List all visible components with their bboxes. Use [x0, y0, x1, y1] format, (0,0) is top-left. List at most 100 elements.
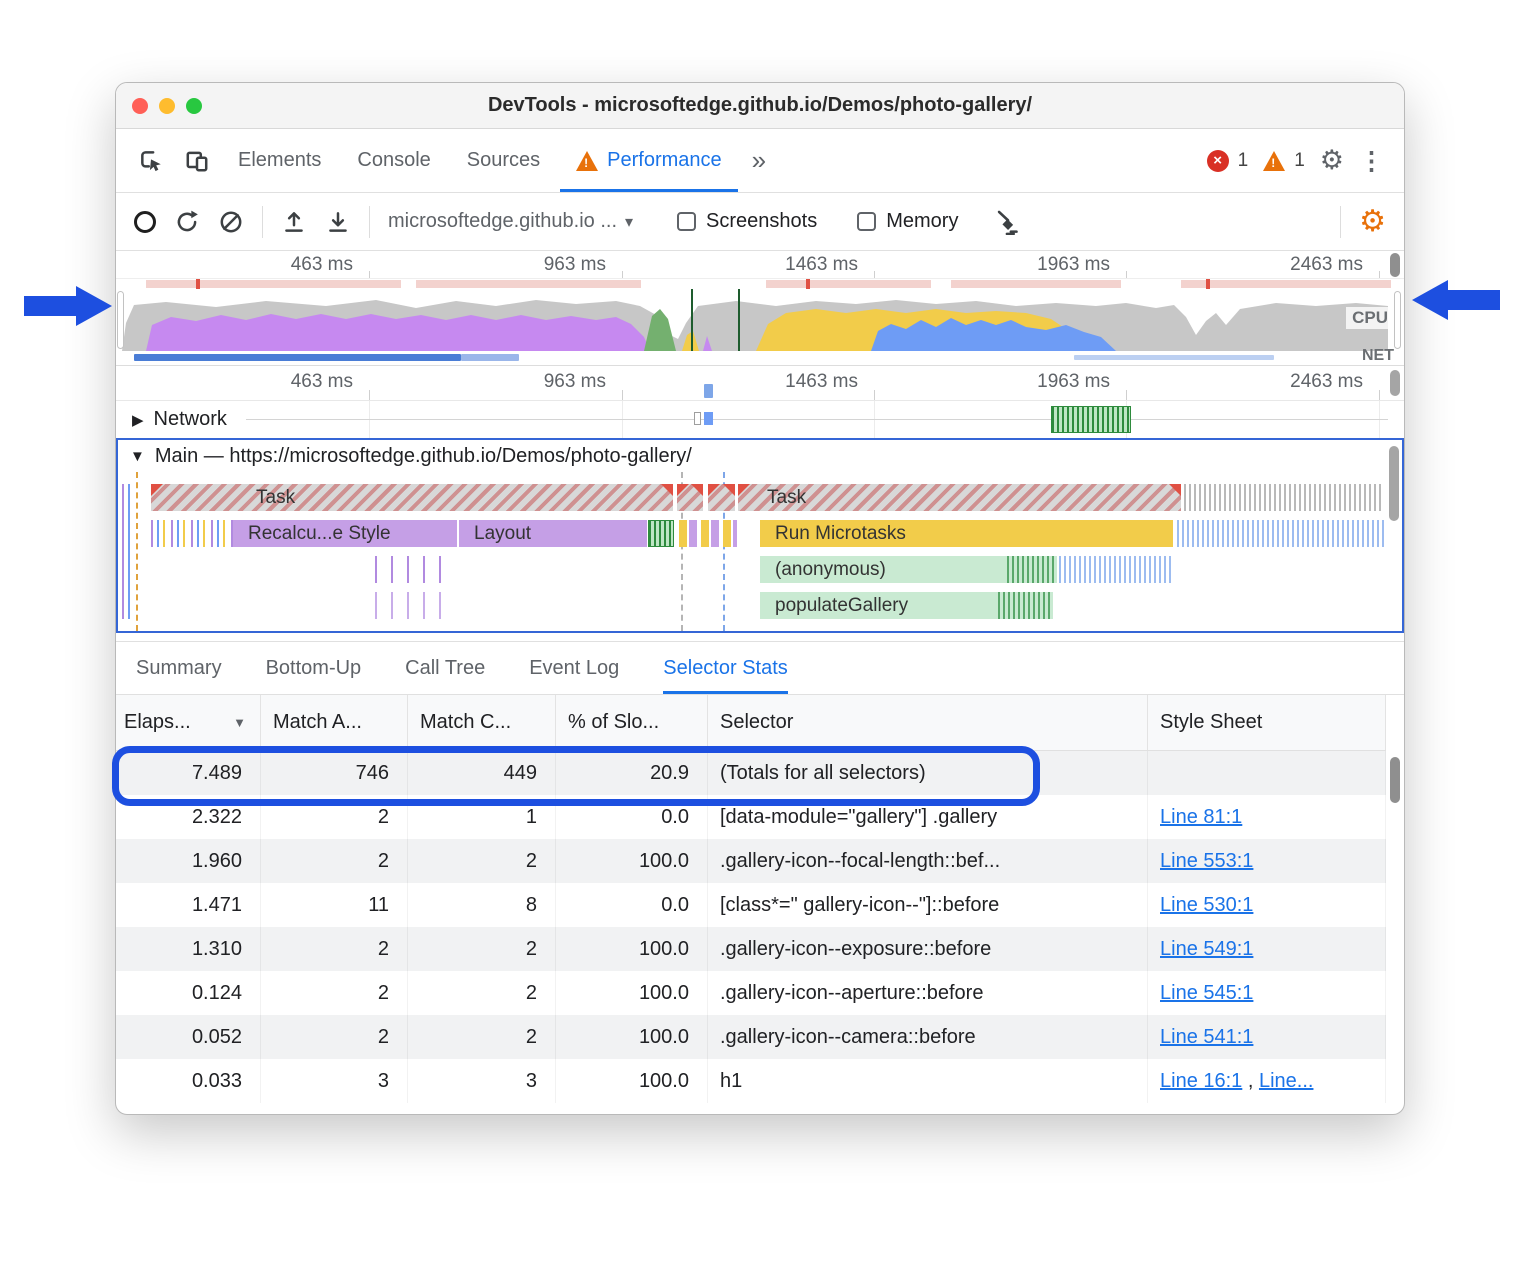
- warning-badge-icon[interactable]: !: [1263, 150, 1286, 171]
- tab-selector-stats[interactable]: Selector Stats: [663, 642, 788, 694]
- cell-elapsed: 0.052: [116, 1015, 261, 1059]
- flame-bar-run-microtasks[interactable]: Run Microtasks: [760, 520, 1173, 547]
- table-row[interactable]: 0.052 2 2 100.0 .gallery-icon--camera::befor…: [116, 1015, 1386, 1059]
- flame-micro-events[interactable]: [1059, 556, 1173, 583]
- cell-match-count: 3: [408, 1059, 556, 1103]
- ruler-scrollbar-thumb[interactable]: [1390, 370, 1400, 396]
- flame-mixed-events[interactable]: [679, 520, 737, 547]
- reload-and-record-icon[interactable]: [174, 209, 200, 235]
- column-header-style-sheet[interactable]: Style Sheet: [1148, 695, 1386, 750]
- device-toolbar-icon[interactable]: [176, 140, 218, 182]
- tab-elements[interactable]: Elements: [222, 129, 337, 192]
- screenshots-checkbox[interactable]: [677, 212, 697, 231]
- stylesheet-link[interactable]: Line 553:1: [1160, 850, 1254, 872]
- tabbar-right-cluster: × 1 ! 1 ⚙ ⋮: [1206, 145, 1390, 176]
- tab-console[interactable]: Console: [341, 129, 446, 192]
- flame-small-events[interactable]: [151, 520, 233, 547]
- stylesheet-link[interactable]: Line 545:1: [1160, 982, 1254, 1004]
- kebab-menu-icon[interactable]: ⋮: [1359, 146, 1384, 175]
- table-row[interactable]: 2.322 2 1 0.0 [data-module="gallery"] .galle…: [116, 795, 1386, 839]
- main-track-header[interactable]: ▼ Main — https://microsoftedge.github.io…: [118, 440, 1402, 472]
- stylesheet-link[interactable]: Line...: [1258, 1070, 1314, 1092]
- zoom-window-left-handle[interactable]: [117, 291, 124, 349]
- cell-match-attempts: 11: [261, 883, 408, 927]
- table-row[interactable]: 7.489 746 449 20.9 (Totals for all selectors…: [116, 751, 1386, 795]
- column-header-match-count[interactable]: Match C...: [408, 695, 556, 750]
- network-request-mark[interactable]: [704, 412, 713, 425]
- flame-bar-populate-gallery[interactable]: populateGallery: [760, 592, 1053, 619]
- cell-match-count: 1: [408, 795, 556, 839]
- zoom-window-right-handle[interactable]: [1394, 291, 1401, 349]
- cpu-overview-chart[interactable]: CPU: [116, 289, 1404, 351]
- flame-micro-tasks[interactable]: [1184, 484, 1384, 511]
- stylesheet-link[interactable]: Line 530:1: [1160, 894, 1254, 916]
- annotation-arrow-right-head: [1412, 280, 1448, 320]
- stylesheet-link[interactable]: Line 81:1: [1160, 806, 1243, 828]
- time-label: 1963 ms: [1037, 371, 1110, 392]
- close-window-button[interactable]: [132, 97, 148, 114]
- flame-bar-task[interactable]: Task: [738, 484, 1181, 511]
- flame-bar-task-fragment[interactable]: [708, 484, 735, 511]
- table-row[interactable]: 0.033 3 3 100.0 h1 Line 16:1 , Line...: [116, 1059, 1386, 1103]
- expand-track-icon[interactable]: ▶: [132, 411, 144, 429]
- more-panels-icon[interactable]: »: [751, 145, 767, 175]
- flame-micro-events[interactable]: [1177, 520, 1384, 547]
- stylesheet-link[interactable]: Line 541:1: [1160, 1026, 1254, 1048]
- zoom-window-button[interactable]: [186, 97, 202, 114]
- table-scrollbar-thumb[interactable]: [1390, 757, 1400, 803]
- cell-selector: [data-module="gallery"] .gallery: [708, 795, 1148, 839]
- flame-bar-recalculate-style[interactable]: Recalcu...e Style: [233, 520, 457, 547]
- tab-bottom-up[interactable]: Bottom-Up: [265, 656, 362, 679]
- table-row[interactable]: 0.124 2 2 100.0 .gallery-icon--aperture::bef…: [116, 971, 1386, 1015]
- cell-slow-pct: 100.0: [556, 1015, 708, 1059]
- flame-chart[interactable]: Task Task Recalcu...e Style Layout Run M…: [118, 472, 1402, 631]
- column-header-selector[interactable]: Selector: [708, 695, 1148, 750]
- table-row[interactable]: 1.960 2 2 100.0 .gallery-icon--focal-length:…: [116, 839, 1386, 883]
- load-profile-icon[interactable]: [281, 209, 307, 235]
- memory-checkbox[interactable]: [857, 212, 877, 231]
- flame-style-ticks[interactable]: [375, 592, 447, 619]
- capture-settings-gear-icon[interactable]: ⚙: [1359, 204, 1386, 238]
- timeline-overview[interactable]: 463 ms 963 ms 1463 ms 1963 ms 2463 ms: [116, 251, 1404, 366]
- flame-bar-layout[interactable]: Layout: [459, 520, 647, 547]
- trace-bound-line: [738, 289, 740, 351]
- stylesheet-link[interactable]: Line 549:1: [1160, 938, 1254, 960]
- tab-sources[interactable]: Sources: [451, 129, 556, 192]
- flame-bar-anonymous[interactable]: (anonymous): [760, 556, 1057, 583]
- record-button[interactable]: [134, 210, 156, 233]
- save-profile-icon[interactable]: [325, 209, 351, 235]
- cell-slow-pct: 0.0: [556, 883, 708, 927]
- flame-paint-events[interactable]: [648, 520, 674, 547]
- history-selector[interactable]: microsoftedge.github.io ... ▾: [388, 210, 633, 233]
- column-label: Elaps...: [124, 711, 191, 733]
- table-row[interactable]: 1.310 2 2 100.0 .gallery-icon--exposure::bef…: [116, 927, 1386, 971]
- column-header-match-attempts[interactable]: Match A...: [261, 695, 408, 750]
- stylesheet-link[interactable]: Line 16:1: [1160, 1070, 1243, 1092]
- network-request-mark[interactable]: [694, 412, 701, 425]
- column-header-elapsed[interactable]: Elaps... ▼: [116, 695, 261, 750]
- memory-label: Memory: [886, 210, 959, 232]
- collect-garbage-icon[interactable]: [994, 208, 1021, 235]
- overview-scrollbar-thumb[interactable]: [1390, 253, 1400, 277]
- network-track[interactable]: ▶ Network: [116, 401, 1404, 438]
- tracks-scrollbar-thumb[interactable]: [1389, 446, 1399, 521]
- cell-match-attempts: 3: [261, 1059, 408, 1103]
- flame-style-ticks[interactable]: [375, 556, 447, 583]
- collapse-track-icon[interactable]: ▼: [130, 447, 145, 465]
- tab-performance[interactable]: ! Performance: [560, 129, 738, 192]
- main-thread-track[interactable]: ▼ Main — https://microsoftedge.github.io…: [116, 438, 1404, 633]
- flame-bar-task[interactable]: Task: [151, 484, 673, 511]
- flame-bar-task-fragment[interactable]: [677, 484, 703, 511]
- clear-recording-icon[interactable]: [218, 209, 244, 235]
- tab-call-tree[interactable]: Call Tree: [405, 656, 486, 679]
- column-header-slow-pct[interactable]: % of Slo...: [556, 695, 708, 750]
- tab-summary[interactable]: Summary: [136, 656, 222, 679]
- settings-gear-icon[interactable]: ⚙: [1319, 145, 1344, 175]
- flame-offscreen-ticks: [122, 484, 131, 619]
- tab-event-log[interactable]: Event Log: [529, 656, 620, 679]
- table-row[interactable]: 1.471 11 8 0.0 [class*=" gallery-icon--"]::b…: [116, 883, 1386, 927]
- inspect-element-icon[interactable]: [130, 140, 172, 182]
- error-badge-icon[interactable]: ×: [1206, 149, 1229, 172]
- network-request-block[interactable]: [1051, 406, 1131, 433]
- minimize-window-button[interactable]: [159, 97, 175, 114]
